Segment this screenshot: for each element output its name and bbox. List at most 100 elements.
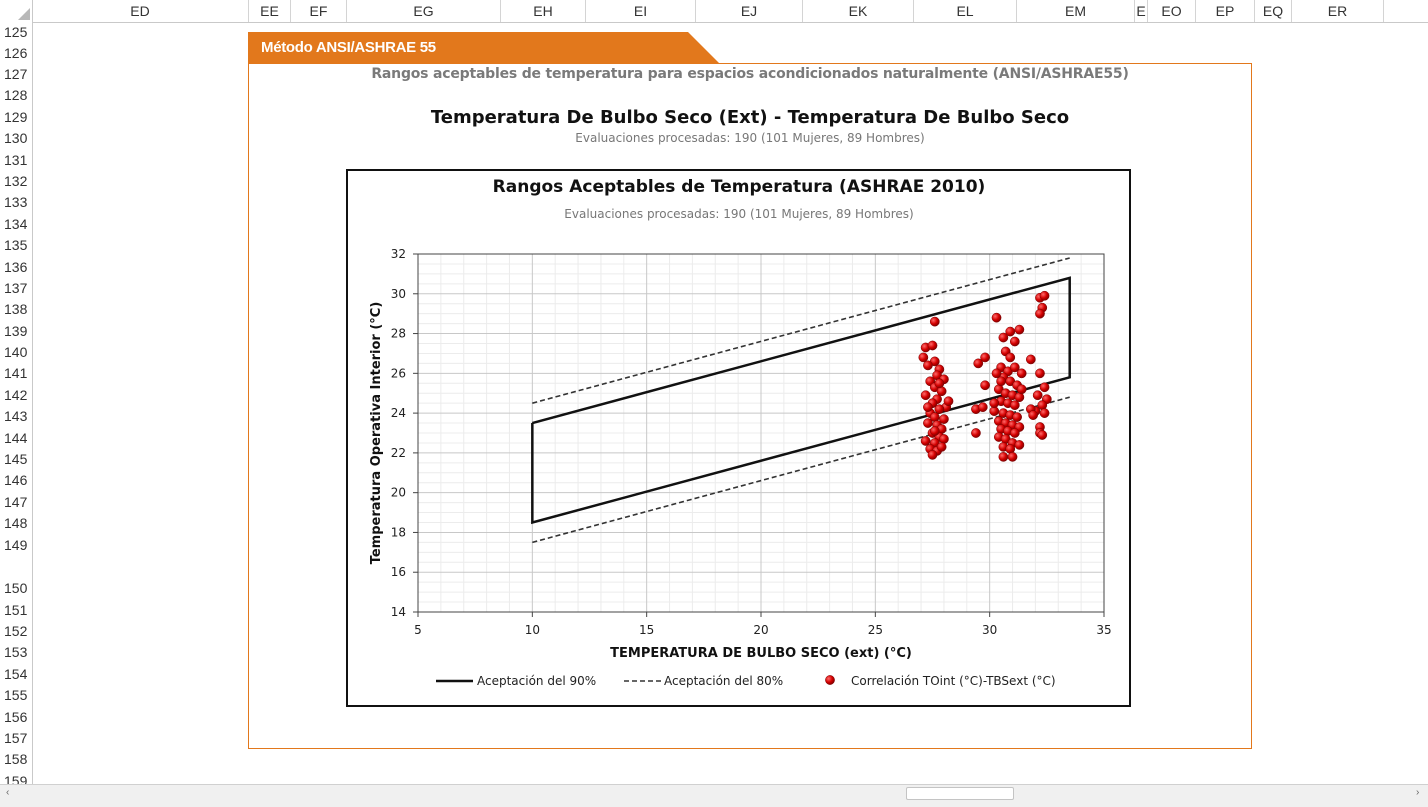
data-point <box>923 402 933 412</box>
column-header-ei[interactable]: EI <box>586 0 696 22</box>
legend-label-80: Aceptación del 80% <box>664 674 783 688</box>
column-header-ed[interactable]: ED <box>32 0 249 22</box>
data-point <box>1035 368 1045 379</box>
column-header-ep[interactable]: EP <box>1196 0 1255 22</box>
column-header-el[interactable]: EL <box>914 0 1017 22</box>
scroll-right-icon[interactable]: › <box>1416 787 1420 798</box>
data-point <box>920 390 931 401</box>
row-header-130[interactable]: 130 <box>4 130 28 146</box>
row-header-136[interactable]: 136 <box>4 259 28 275</box>
row-header-153[interactable]: 153 <box>4 644 28 660</box>
row-header-139[interactable]: 139 <box>4 323 28 339</box>
data-point <box>918 352 929 363</box>
column-header-eo[interactable]: EO <box>1148 0 1196 22</box>
row-header-152[interactable]: 152 <box>4 623 28 639</box>
data-point <box>1032 390 1043 401</box>
y-tick-label: 24 <box>391 406 406 420</box>
chart-subtitle: Evaluaciones procesadas: 190 (101 Mujere… <box>564 207 913 221</box>
data-point <box>927 340 938 351</box>
row-header-145[interactable]: 145 <box>4 451 28 467</box>
row-header-134[interactable]: 134 <box>4 216 28 232</box>
row-header-149[interactable]: 149 <box>4 537 28 553</box>
data-point <box>1039 382 1050 393</box>
row-header-125[interactable]: 125 <box>4 24 28 40</box>
row-header-143[interactable]: 143 <box>4 408 28 424</box>
column-header-bar: ED EE EF EG EH EI EJ EK EL EM E EO EP EQ ER <box>0 0 1428 23</box>
row-header-156[interactable]: 156 <box>4 709 28 725</box>
select-all-corner[interactable] <box>0 0 33 22</box>
row-header-144[interactable]: 144 <box>4 430 28 446</box>
y-tick-label: 14 <box>391 605 406 619</box>
data-point <box>1009 362 1020 373</box>
data-point <box>936 442 947 452</box>
data-point <box>934 404 945 414</box>
row-header-141[interactable]: 141 <box>4 365 28 381</box>
row-header-bar: 125 126 127 128 129 130 131 132 133 134 135 136 137 1… <box>0 22 33 784</box>
column-header-ee[interactable]: EE <box>249 0 291 22</box>
row-header-140[interactable]: 140 <box>4 344 28 360</box>
series-acceptance-80-line <box>532 257 1070 404</box>
row-header-137[interactable]: 137 <box>4 280 28 296</box>
row-header-154[interactable]: 154 <box>4 666 28 682</box>
data-point <box>977 402 988 412</box>
data-point <box>998 452 1009 462</box>
x-tick-label: 15 <box>639 623 654 637</box>
row-header-128[interactable]: 128 <box>4 87 28 103</box>
data-point <box>1009 400 1020 411</box>
row-header-148[interactable]: 148 <box>4 515 28 531</box>
data-point <box>996 376 1006 387</box>
row-header-159[interactable]: 159 <box>4 773 28 784</box>
row-header-132[interactable]: 132 <box>4 173 28 189</box>
row-header-127[interactable]: 127 <box>4 66 28 82</box>
data-point <box>923 418 933 428</box>
row-header-138[interactable]: 138 <box>4 301 28 317</box>
row-header-146[interactable]: 146 <box>4 472 28 488</box>
row-header-158[interactable]: 158 <box>4 751 28 767</box>
data-point <box>1028 410 1038 420</box>
row-header-129[interactable]: 129 <box>4 109 28 125</box>
horizontal-scrollbar[interactable]: ‹ › <box>0 784 1428 807</box>
section-subheading: Rangos aceptables de temperatura para es… <box>371 66 1129 82</box>
data-point <box>991 312 1002 323</box>
scroll-left-icon[interactable]: ‹ <box>6 787 10 798</box>
legend-label-90: Aceptación del 90% <box>477 674 596 688</box>
data-point <box>1016 368 1027 379</box>
column-header-ek[interactable]: EK <box>803 0 914 22</box>
row-header-126[interactable]: 126 <box>4 45 28 61</box>
data-point <box>998 332 1009 343</box>
y-tick-label: 28 <box>391 327 406 341</box>
column-header-ef[interactable]: EF <box>291 0 347 22</box>
row-header-131[interactable]: 131 <box>4 152 28 168</box>
y-axis-label: Temperatura Operativa Interior (°C) <box>369 302 384 565</box>
scroll-thumb[interactable] <box>906 787 1014 800</box>
column-header-eq[interactable]: EQ <box>1255 0 1292 22</box>
data-point <box>923 360 933 371</box>
column-header-er[interactable]: ER <box>1292 0 1384 22</box>
data-point <box>991 368 1002 379</box>
column-header-eh[interactable]: EH <box>501 0 586 22</box>
column-header-ej[interactable]: EJ <box>696 0 803 22</box>
row-header-157[interactable]: 157 <box>4 730 28 746</box>
series-acceptance-80-line <box>532 396 1070 544</box>
legend-swatch-points <box>825 675 835 685</box>
x-tick-label: 20 <box>753 623 768 637</box>
row-header-155[interactable]: 155 <box>4 687 28 703</box>
data-point <box>939 414 949 424</box>
row-header-135[interactable]: 135 <box>4 237 28 253</box>
data-point <box>1005 352 1016 363</box>
x-tick-label: 10 <box>525 623 540 637</box>
chart-title: Rangos Aceptables de Temperatura (ASHRAE… <box>493 177 986 197</box>
data-point <box>929 316 940 327</box>
section-subtitle: Evaluaciones procesadas: 190 (101 Mujere… <box>575 131 925 145</box>
row-header-142[interactable]: 142 <box>4 387 28 403</box>
column-header-eg[interactable]: EG <box>347 0 501 22</box>
row-header-150[interactable]: 150 <box>4 580 28 596</box>
column-header-em[interactable]: EM <box>1017 0 1135 22</box>
row-header-133[interactable]: 133 <box>4 194 28 210</box>
row-header-147[interactable]: 147 <box>4 494 28 510</box>
column-header-e[interactable]: E <box>1135 0 1148 22</box>
x-tick-label: 35 <box>1096 623 1111 637</box>
section-title: Temperatura De Bulbo Seco (Ext) - Temper… <box>430 107 1070 128</box>
row-header-151[interactable]: 151 <box>4 602 28 618</box>
data-point <box>980 380 990 391</box>
